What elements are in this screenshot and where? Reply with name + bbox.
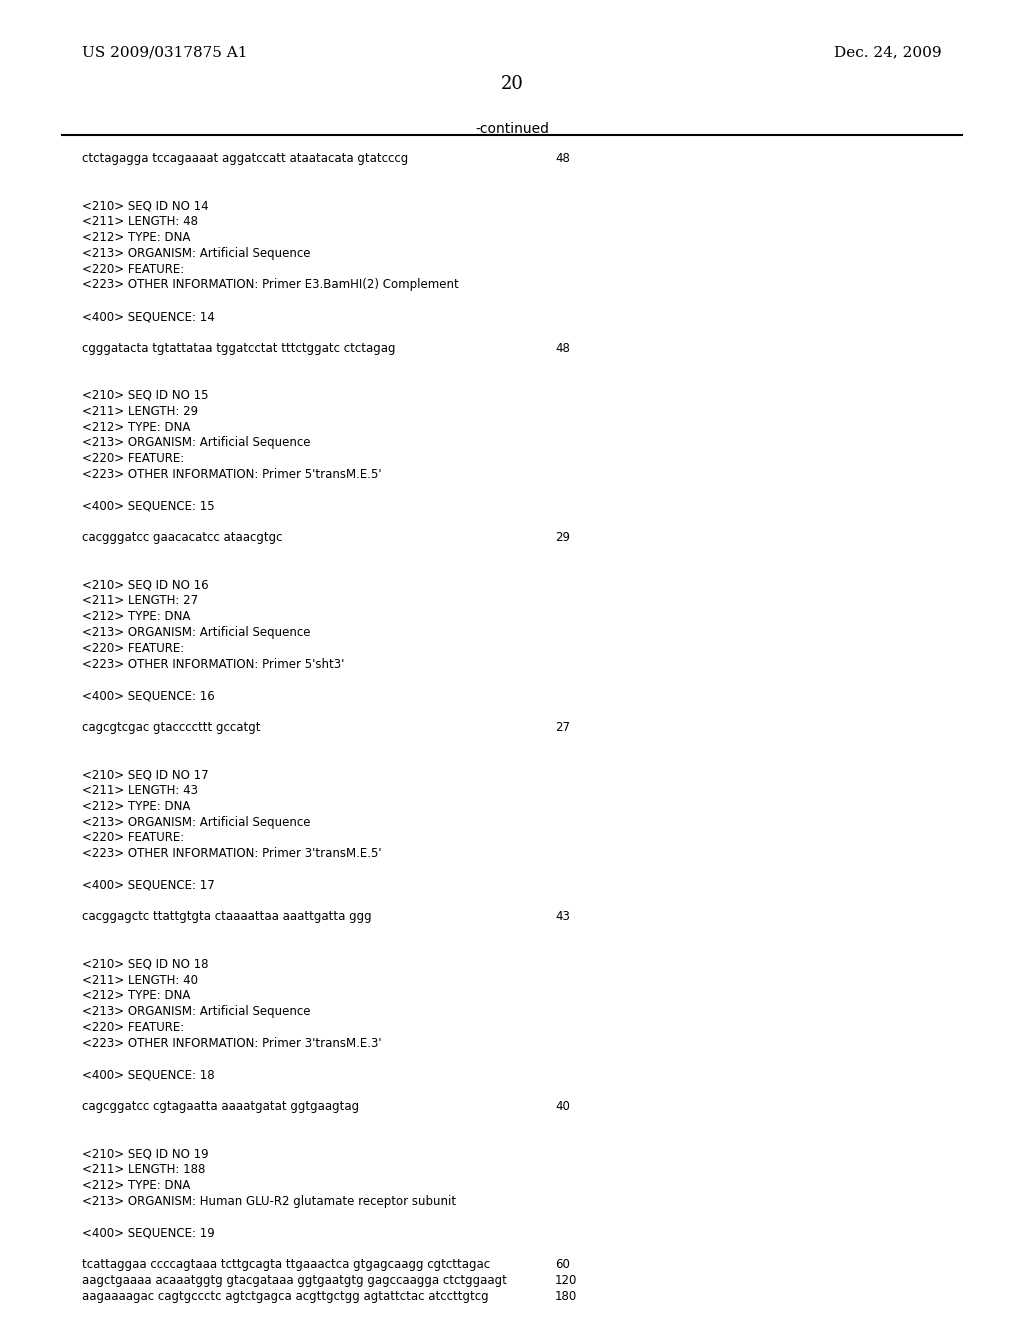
Text: <400> SEQUENCE: 19: <400> SEQUENCE: 19 <box>82 1226 215 1239</box>
Text: <211> LENGTH: 188: <211> LENGTH: 188 <box>82 1163 206 1176</box>
Text: 43: 43 <box>555 911 570 924</box>
Text: 40: 40 <box>555 1100 570 1113</box>
Text: 27: 27 <box>555 721 570 734</box>
Text: aagctgaaaa acaaatggtg gtacgataaa ggtgaatgtg gagccaagga ctctggaagt: aagctgaaaa acaaatggtg gtacgataaa ggtgaat… <box>82 1274 507 1287</box>
Text: <400> SEQUENCE: 17: <400> SEQUENCE: 17 <box>82 879 215 892</box>
Text: <212> TYPE: DNA: <212> TYPE: DNA <box>82 610 190 623</box>
Text: <211> LENGTH: 29: <211> LENGTH: 29 <box>82 405 198 418</box>
Text: <213> ORGANISM: Artificial Sequence: <213> ORGANISM: Artificial Sequence <box>82 437 310 449</box>
Text: 20: 20 <box>501 75 523 92</box>
Text: <210> SEQ ID NO 16: <210> SEQ ID NO 16 <box>82 578 209 591</box>
Text: -continued: -continued <box>475 121 549 136</box>
Text: <220> FEATURE:: <220> FEATURE: <box>82 1020 184 1034</box>
Text: <211> LENGTH: 48: <211> LENGTH: 48 <box>82 215 198 228</box>
Text: <213> ORGANISM: Artificial Sequence: <213> ORGANISM: Artificial Sequence <box>82 626 310 639</box>
Text: ctctagagga tccagaaaat aggatccatt ataatacata gtatcccg: ctctagagga tccagaaaat aggatccatt ataatac… <box>82 152 409 165</box>
Text: <212> TYPE: DNA: <212> TYPE: DNA <box>82 990 190 1002</box>
Text: <400> SEQUENCE: 15: <400> SEQUENCE: 15 <box>82 499 215 512</box>
Text: <220> FEATURE:: <220> FEATURE: <box>82 453 184 465</box>
Text: tcattaggaa ccccagtaaa tcttgcagta ttgaaactca gtgagcaagg cgtcttagac: tcattaggaa ccccagtaaa tcttgcagta ttgaaac… <box>82 1258 490 1271</box>
Text: aagaaaagac cagtgccctc agtctgagca acgttgctgg agtattctac atccttgtcg: aagaaaagac cagtgccctc agtctgagca acgttgc… <box>82 1290 488 1303</box>
Text: 48: 48 <box>555 342 570 355</box>
Text: cacgggatcc gaacacatcc ataacgtgc: cacgggatcc gaacacatcc ataacgtgc <box>82 531 283 544</box>
Text: Dec. 24, 2009: Dec. 24, 2009 <box>835 45 942 59</box>
Text: <210> SEQ ID NO 14: <210> SEQ ID NO 14 <box>82 199 209 213</box>
Text: <400> SEQUENCE: 18: <400> SEQUENCE: 18 <box>82 1068 215 1081</box>
Text: <212> TYPE: DNA: <212> TYPE: DNA <box>82 1179 190 1192</box>
Text: <211> LENGTH: 43: <211> LENGTH: 43 <box>82 784 198 797</box>
Text: 48: 48 <box>555 152 570 165</box>
Text: <400> SEQUENCE: 16: <400> SEQUENCE: 16 <box>82 689 215 702</box>
Text: <210> SEQ ID NO 18: <210> SEQ ID NO 18 <box>82 958 209 970</box>
Text: <213> ORGANISM: Artificial Sequence: <213> ORGANISM: Artificial Sequence <box>82 1006 310 1018</box>
Text: <211> LENGTH: 27: <211> LENGTH: 27 <box>82 594 198 607</box>
Text: <212> TYPE: DNA: <212> TYPE: DNA <box>82 421 190 433</box>
Text: cgggatacta tgtattataa tggatcctat tttctggatc ctctagag: cgggatacta tgtattataa tggatcctat tttctgg… <box>82 342 395 355</box>
Text: cagcgtcgac gtaccccttt gccatgt: cagcgtcgac gtaccccttt gccatgt <box>82 721 260 734</box>
Text: 120: 120 <box>555 1274 578 1287</box>
Text: <211> LENGTH: 40: <211> LENGTH: 40 <box>82 974 198 986</box>
Text: 29: 29 <box>555 531 570 544</box>
Text: <400> SEQUENCE: 14: <400> SEQUENCE: 14 <box>82 310 215 323</box>
Text: <223> OTHER INFORMATION: Primer 3'transM.E.5': <223> OTHER INFORMATION: Primer 3'transM… <box>82 847 382 861</box>
Text: <220> FEATURE:: <220> FEATURE: <box>82 263 184 276</box>
Text: <210> SEQ ID NO 17: <210> SEQ ID NO 17 <box>82 768 209 781</box>
Text: <210> SEQ ID NO 15: <210> SEQ ID NO 15 <box>82 389 209 403</box>
Text: <220> FEATURE:: <220> FEATURE: <box>82 642 184 655</box>
Text: <212> TYPE: DNA: <212> TYPE: DNA <box>82 231 190 244</box>
Text: 60: 60 <box>555 1258 570 1271</box>
Text: <213> ORGANISM: Artificial Sequence: <213> ORGANISM: Artificial Sequence <box>82 247 310 260</box>
Text: US 2009/0317875 A1: US 2009/0317875 A1 <box>82 45 248 59</box>
Text: <223> OTHER INFORMATION: Primer 5'transM.E.5': <223> OTHER INFORMATION: Primer 5'transM… <box>82 469 382 480</box>
Text: cacggagctc ttattgtgta ctaaaattaa aaattgatta ggg: cacggagctc ttattgtgta ctaaaattaa aaattga… <box>82 911 372 924</box>
Text: <212> TYPE: DNA: <212> TYPE: DNA <box>82 800 190 813</box>
Text: <210> SEQ ID NO 19: <210> SEQ ID NO 19 <box>82 1147 209 1160</box>
Text: <220> FEATURE:: <220> FEATURE: <box>82 832 184 845</box>
Text: <213> ORGANISM: Artificial Sequence: <213> ORGANISM: Artificial Sequence <box>82 816 310 829</box>
Text: <223> OTHER INFORMATION: Primer E3.BamHI(2) Complement: <223> OTHER INFORMATION: Primer E3.BamHI… <box>82 279 459 292</box>
Text: <223> OTHER INFORMATION: Primer 5'sht3': <223> OTHER INFORMATION: Primer 5'sht3' <box>82 657 344 671</box>
Text: 180: 180 <box>555 1290 578 1303</box>
Text: <213> ORGANISM: Human GLU-R2 glutamate receptor subunit: <213> ORGANISM: Human GLU-R2 glutamate r… <box>82 1195 456 1208</box>
Text: cagcggatcc cgtagaatta aaaatgatat ggtgaagtag: cagcggatcc cgtagaatta aaaatgatat ggtgaag… <box>82 1100 359 1113</box>
Text: <223> OTHER INFORMATION: Primer 3'transM.E.3': <223> OTHER INFORMATION: Primer 3'transM… <box>82 1036 382 1049</box>
